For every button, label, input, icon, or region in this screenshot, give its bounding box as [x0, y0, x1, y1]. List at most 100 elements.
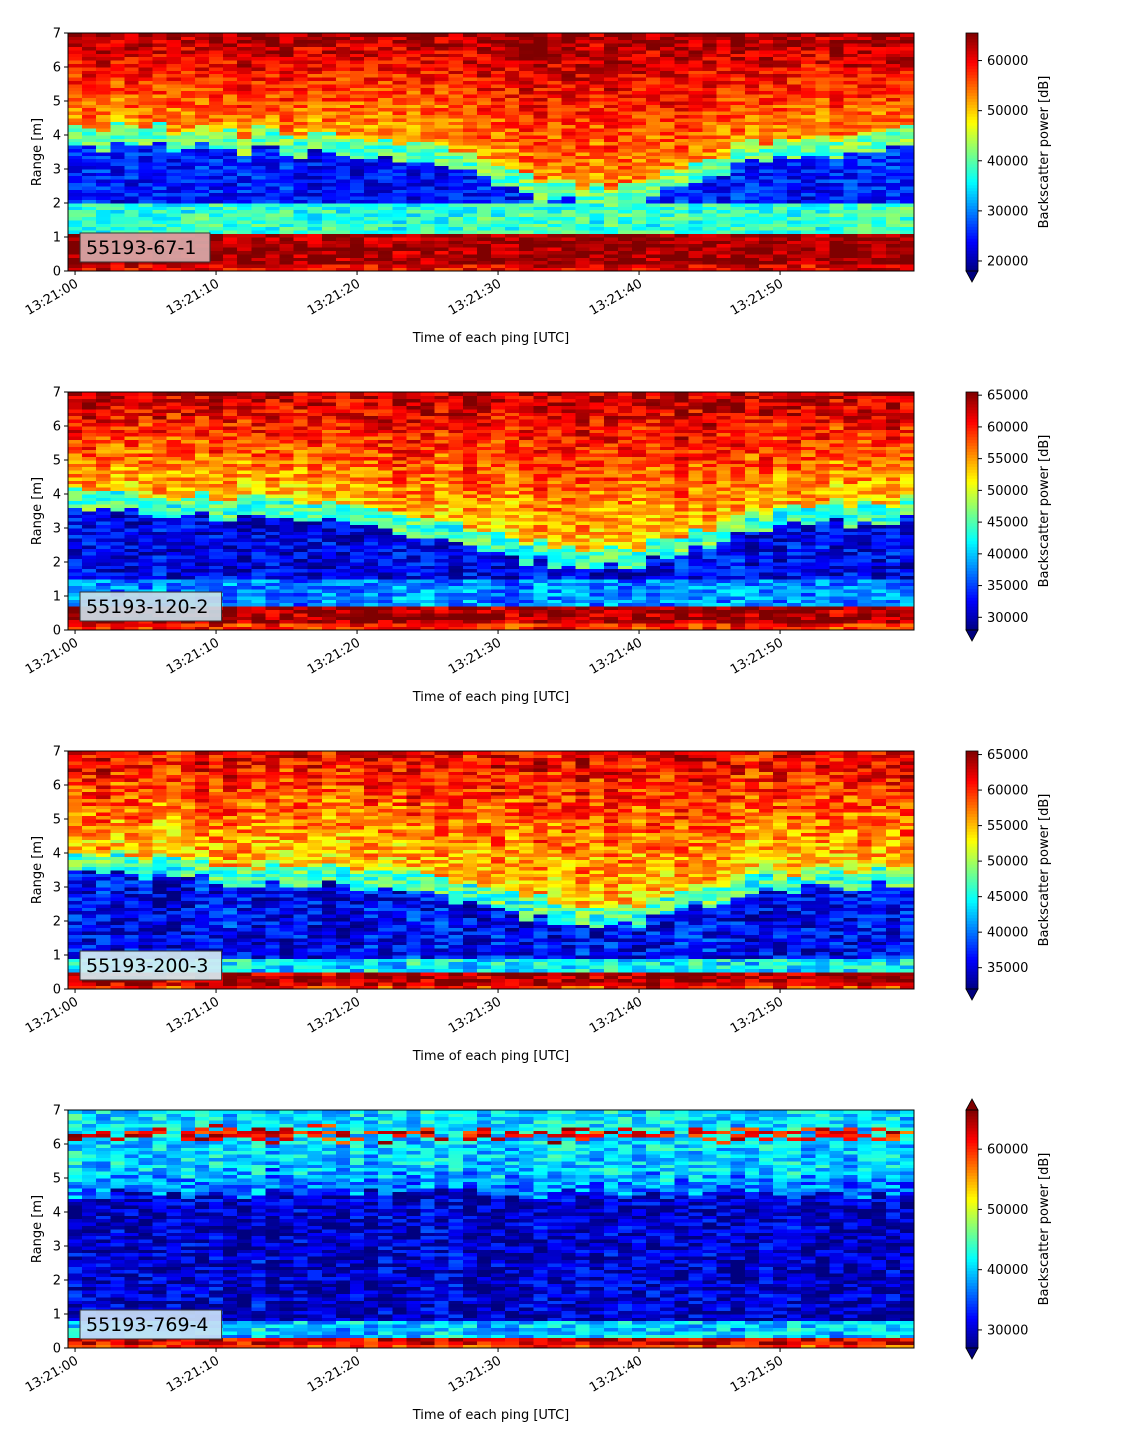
heatmap-cell: [660, 226, 675, 231]
heatmap-cell: [307, 33, 323, 37]
heatmap-cell: [293, 50, 309, 54]
heatmap-cell: [138, 422, 153, 427]
heatmap-cell: [166, 172, 182, 177]
heatmap-cell: [166, 531, 182, 536]
heatmap-cell: [166, 562, 182, 566]
heatmap-cell: [223, 216, 238, 221]
heatmap-cell: [660, 162, 675, 166]
heatmap-cell: [406, 209, 421, 214]
heatmap-cell: [815, 254, 830, 258]
heatmap-cell: [194, 104, 210, 109]
heatmap-cell: [223, 87, 238, 92]
x-tick-label: 13:21:30: [446, 276, 504, 318]
heatmap-cell: [871, 237, 887, 241]
heatmap-cell: [194, 124, 210, 129]
heatmap-cell: [152, 562, 168, 566]
heatmap-cell: [110, 419, 125, 423]
heatmap-cell: [223, 56, 238, 61]
heatmap-cell: [82, 419, 97, 423]
heatmap-cell: [166, 456, 182, 461]
heatmap-cell: [547, 67, 562, 71]
heatmap-cell: [575, 250, 591, 255]
heatmap-cell: [307, 209, 323, 214]
heatmap-cell: [434, 67, 450, 71]
heatmap-cell: [575, 155, 591, 160]
heatmap-cell: [646, 145, 661, 149]
heatmap-cell: [575, 77, 591, 81]
heatmap-cell: [434, 199, 450, 204]
heatmap-cell: [730, 254, 746, 258]
heatmap-cell: [688, 216, 703, 221]
heatmap-cell: [293, 223, 309, 228]
heatmap-cell: [716, 124, 732, 129]
heatmap-cell: [857, 213, 873, 217]
heatmap-cell: [899, 53, 915, 58]
heatmap-cell: [857, 107, 873, 112]
heatmap-cell: [180, 39, 196, 44]
heatmap-cell: [730, 162, 746, 166]
heatmap-cell: [801, 101, 816, 105]
heatmap-cell: [632, 192, 647, 197]
heatmap-cell: [279, 53, 294, 58]
heatmap-cell: [378, 230, 393, 234]
heatmap-cell: [180, 548, 196, 553]
colorbar-segment: [966, 199, 978, 204]
heatmap-cell: [392, 240, 407, 245]
heatmap-cell: [632, 175, 647, 180]
heatmap-cell: [82, 145, 97, 149]
heatmap-cell: [293, 124, 309, 129]
heatmap-cell: [392, 169, 407, 173]
heatmap-cell: [124, 230, 139, 234]
heatmap-cell: [462, 63, 478, 68]
heatmap-cell: [702, 107, 717, 112]
heatmap-cell: [350, 63, 365, 68]
heatmap-cell: [674, 264, 689, 268]
heatmap-cell: [589, 124, 605, 129]
heatmap-cell: [223, 179, 238, 183]
heatmap-cell: [152, 182, 168, 187]
heatmap-cell: [82, 216, 97, 221]
heatmap-cell: [251, 247, 266, 251]
heatmap-cell: [505, 36, 520, 41]
heatmap-cell: [547, 172, 562, 177]
heatmap-cell: [603, 247, 619, 251]
heatmap-cell: [871, 84, 887, 88]
heatmap-cell: [758, 152, 774, 156]
heatmap-cell: [829, 196, 844, 200]
heatmap-cell: [138, 107, 153, 112]
heatmap-cell: [293, 73, 309, 78]
heatmap-cell: [223, 97, 238, 102]
heatmap-cell: [632, 138, 647, 143]
heatmap-cell: [871, 192, 887, 197]
heatmap-cell: [843, 243, 858, 248]
heatmap-cell: [110, 39, 125, 44]
heatmap-cell: [124, 158, 139, 163]
heatmap-cell: [857, 165, 873, 170]
heatmap-cell: [632, 107, 647, 112]
colorbar-segment: [966, 178, 978, 183]
heatmap-cell: [505, 131, 520, 136]
heatmap-cell: [166, 517, 182, 522]
heatmap-cell: [152, 80, 168, 85]
heatmap-cell: [688, 220, 703, 224]
heatmap-cell: [491, 162, 506, 166]
heatmap-cell: [293, 101, 309, 105]
heatmap-cell: [251, 56, 266, 61]
heatmap-cell: [152, 521, 168, 525]
heatmap-cell: [843, 250, 858, 255]
heatmap-cell: [716, 70, 732, 75]
heatmap-cell: [491, 233, 506, 238]
heatmap-cell: [378, 260, 393, 265]
heatmap-cell: [646, 243, 661, 248]
heatmap-cell: [82, 56, 97, 61]
heatmap-cell: [166, 511, 182, 515]
heatmap-cell: [505, 196, 520, 200]
heatmap-cell: [152, 534, 168, 539]
heatmap-cell: [279, 192, 294, 197]
colorbar-tick-label: 50000: [987, 104, 1028, 119]
heatmap-cell: [519, 264, 534, 268]
heatmap-cell: [462, 33, 478, 37]
heatmap-cell: [815, 199, 830, 204]
heatmap-cell: [476, 97, 492, 102]
heatmap-cell: [138, 50, 153, 54]
